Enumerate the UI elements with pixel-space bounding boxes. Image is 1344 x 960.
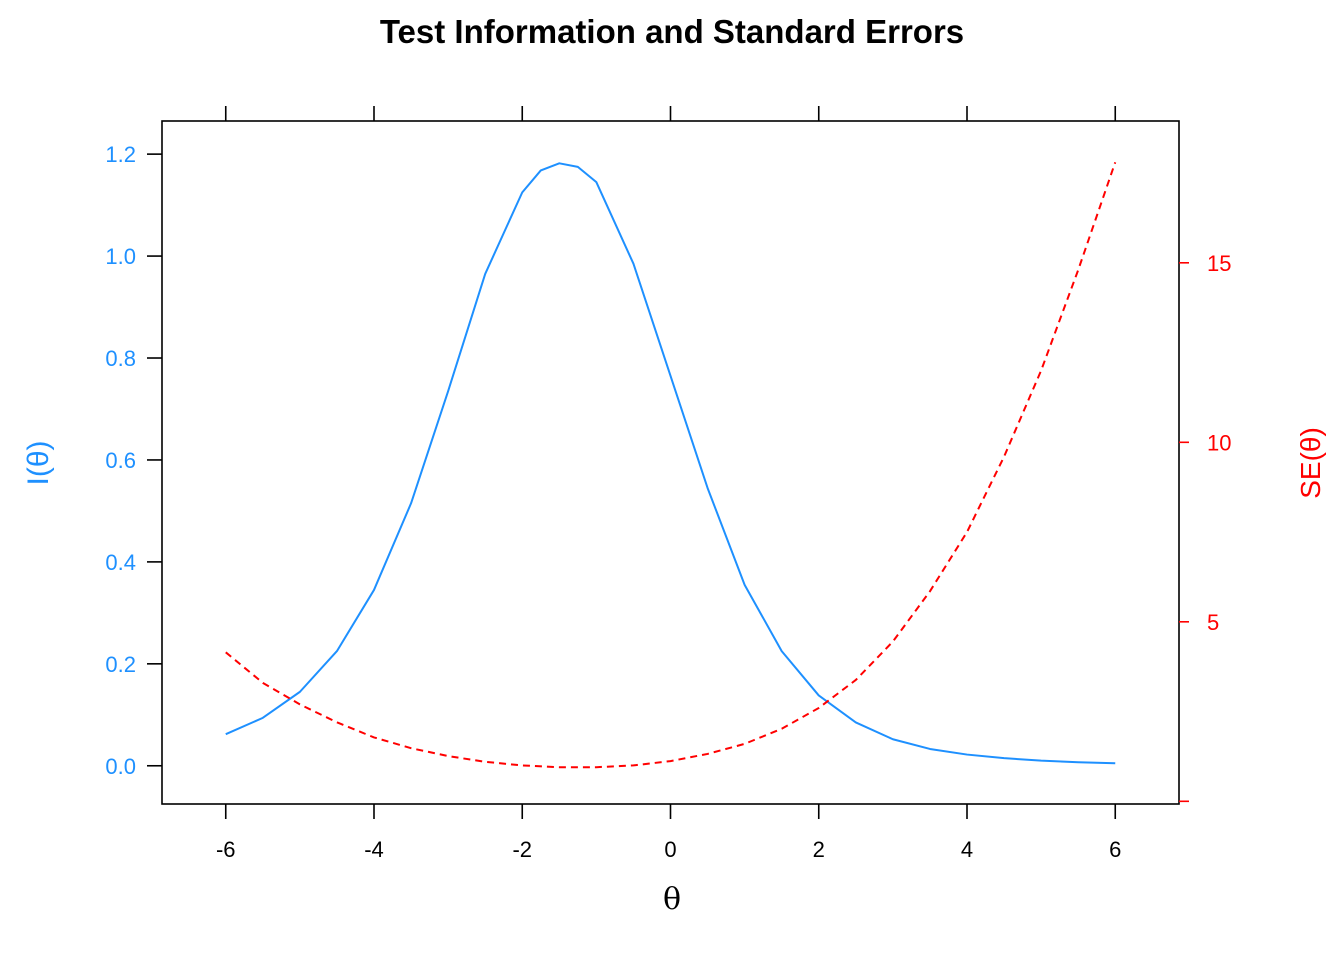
x-tick-label: 4	[961, 837, 973, 862]
series-layer	[225, 161, 1117, 769]
y-left-tick-label: 0.8	[105, 346, 136, 371]
y-left-tick-label: 0.0	[105, 754, 136, 779]
x-axis-label: θ	[663, 882, 681, 917]
x-tick-label: -6	[216, 837, 236, 862]
y-left-ticks: 0.0 0.2 0.4 0.6 0.8 1.0 1.2	[105, 142, 162, 779]
x-tick-label: -2	[512, 837, 532, 862]
y-axis-label-left: I(θ)	[22, 441, 55, 486]
information-curve	[225, 162, 1116, 765]
y-right-tick-label: 10	[1207, 430, 1231, 455]
y-left-tick-label: 0.4	[105, 550, 136, 575]
y-left-tick-label: 0.6	[105, 448, 136, 473]
y-left-tick-label: 1.2	[105, 142, 136, 167]
x-tick-label: -4	[364, 837, 384, 862]
y-right-tick-label: 5	[1207, 610, 1219, 635]
x-ticks-bottom: -6 -4 -2 0 2 4 6	[216, 804, 1121, 862]
y-left-tick-label: 1.0	[105, 244, 136, 269]
x-tick-label: 6	[1109, 837, 1121, 862]
y-axis-label-right: SE(θ)	[1295, 427, 1326, 499]
x-tick-label: 2	[813, 837, 825, 862]
y-right-tick-label: 15	[1207, 251, 1231, 276]
x-ticks-top	[224, 106, 1117, 121]
plot-frame	[161, 120, 1180, 805]
y-right-ticks: 5 10 15	[1179, 251, 1231, 803]
x-tick-label: 0	[664, 837, 676, 862]
se-curve	[225, 161, 1117, 769]
y-left-tick-label: 0.2	[105, 652, 136, 677]
chart-title: Test Information and Standard Errors	[380, 13, 964, 50]
